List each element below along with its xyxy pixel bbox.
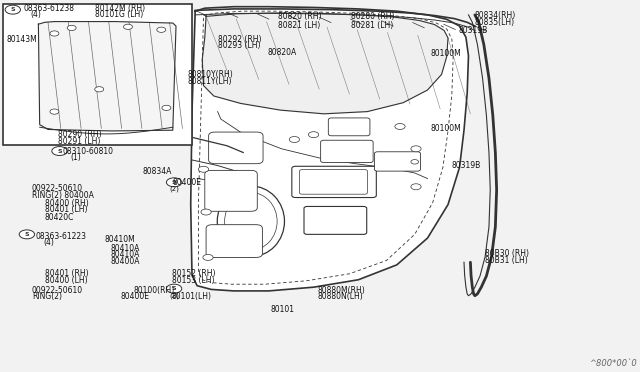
- Text: 80401 (RH): 80401 (RH): [45, 269, 88, 278]
- Circle shape: [157, 27, 166, 32]
- Circle shape: [124, 24, 132, 29]
- Circle shape: [198, 166, 209, 172]
- Text: ^800*00`0: ^800*00`0: [589, 359, 637, 368]
- FancyBboxPatch shape: [374, 152, 420, 171]
- Circle shape: [5, 5, 20, 14]
- Polygon shape: [202, 13, 448, 114]
- FancyBboxPatch shape: [292, 166, 376, 198]
- Text: 80810Y(RH): 80810Y(RH): [188, 70, 233, 79]
- Circle shape: [201, 209, 211, 215]
- Circle shape: [52, 147, 67, 155]
- Text: 80100M: 80100M: [430, 124, 461, 133]
- Text: 80319B: 80319B: [458, 26, 488, 35]
- Text: 80834(RH): 80834(RH): [475, 11, 516, 20]
- Circle shape: [166, 178, 182, 187]
- Text: 08363-61238: 08363-61238: [23, 4, 74, 13]
- Text: 80319B: 80319B: [451, 161, 481, 170]
- Text: (4): (4): [30, 10, 41, 19]
- Text: (1): (1): [70, 153, 81, 162]
- Text: RING(2): RING(2): [32, 292, 62, 301]
- Text: 80835(LH): 80835(LH): [475, 18, 515, 27]
- Text: 80142M (RH): 80142M (RH): [95, 4, 145, 13]
- Text: 80280 (RH): 80280 (RH): [351, 12, 394, 21]
- Circle shape: [411, 160, 419, 164]
- Text: 80101(LH): 80101(LH): [172, 292, 211, 301]
- FancyBboxPatch shape: [209, 132, 263, 164]
- Text: (2): (2): [169, 292, 179, 299]
- Text: 80281 (LH): 80281 (LH): [351, 21, 393, 30]
- Text: 80100M: 80100M: [430, 49, 461, 58]
- Text: S: S: [24, 232, 29, 237]
- Text: 80410M: 80410M: [104, 235, 135, 244]
- Text: 80420C: 80420C: [45, 213, 74, 222]
- Polygon shape: [38, 22, 176, 131]
- Text: 08310-60810: 08310-60810: [63, 147, 114, 155]
- Text: 80834A: 80834A: [142, 167, 172, 176]
- Text: 80101G (LH): 80101G (LH): [95, 10, 143, 19]
- Text: 00922-50610: 00922-50610: [32, 286, 83, 295]
- Text: 80B31 (LH): 80B31 (LH): [485, 256, 528, 265]
- Text: 80811Y(LH): 80811Y(LH): [188, 77, 232, 86]
- Text: 80400A: 80400A: [110, 257, 140, 266]
- Bar: [3, 4, 192, 145]
- Text: 08363-61223: 08363-61223: [35, 232, 86, 241]
- Text: 80400E: 80400E: [120, 292, 149, 301]
- FancyBboxPatch shape: [205, 170, 257, 211]
- Text: S: S: [10, 7, 15, 12]
- Text: 80291 (LH): 80291 (LH): [58, 137, 100, 146]
- Text: 80153 (LH): 80153 (LH): [172, 276, 214, 285]
- Circle shape: [19, 230, 35, 239]
- Text: 80821 (LH): 80821 (LH): [278, 21, 321, 30]
- Circle shape: [95, 87, 104, 92]
- Text: 80880M(RH): 80880M(RH): [317, 286, 365, 295]
- Circle shape: [308, 132, 319, 138]
- Circle shape: [411, 146, 421, 152]
- FancyBboxPatch shape: [321, 140, 373, 163]
- Text: 80820 (RH): 80820 (RH): [278, 12, 322, 21]
- Text: 80100(RH): 80100(RH): [133, 286, 174, 295]
- Text: 80290 (RH): 80290 (RH): [58, 130, 101, 139]
- Text: (4): (4): [43, 238, 54, 247]
- Text: S: S: [172, 180, 177, 185]
- Circle shape: [162, 105, 171, 110]
- Text: 80820A: 80820A: [268, 48, 297, 57]
- Text: 80410A: 80410A: [110, 250, 140, 259]
- Text: 80400 (RH): 80400 (RH): [45, 199, 88, 208]
- Circle shape: [289, 137, 300, 142]
- Text: RING(2) 80400A: RING(2) 80400A: [32, 191, 94, 200]
- Text: (2): (2): [169, 186, 179, 192]
- Circle shape: [50, 109, 59, 114]
- Circle shape: [67, 25, 76, 31]
- Circle shape: [395, 124, 405, 129]
- Circle shape: [203, 254, 213, 260]
- FancyBboxPatch shape: [304, 206, 367, 234]
- Text: 80401 (LH): 80401 (LH): [45, 205, 87, 214]
- Circle shape: [166, 284, 182, 293]
- Polygon shape: [191, 7, 468, 291]
- Text: 80400 (LH): 80400 (LH): [45, 276, 88, 285]
- Text: 80292 (RH): 80292 (RH): [218, 35, 261, 44]
- Circle shape: [50, 31, 59, 36]
- Text: S: S: [172, 286, 177, 291]
- Text: 80101: 80101: [270, 305, 294, 314]
- FancyBboxPatch shape: [328, 118, 370, 136]
- Text: 80293 (LH): 80293 (LH): [218, 41, 260, 50]
- FancyBboxPatch shape: [206, 225, 262, 257]
- Text: S: S: [57, 148, 62, 154]
- Text: 80400E: 80400E: [173, 178, 202, 187]
- Text: 80B30 (RH): 80B30 (RH): [485, 249, 529, 258]
- Circle shape: [411, 184, 421, 190]
- Text: 00922-50610: 00922-50610: [32, 185, 83, 193]
- FancyBboxPatch shape: [300, 170, 367, 194]
- Text: 80143M: 80143M: [6, 35, 37, 44]
- Text: 80410A: 80410A: [110, 244, 140, 253]
- Text: 80880N(LH): 80880N(LH): [317, 292, 363, 301]
- Text: 80152 (RH): 80152 (RH): [172, 269, 215, 278]
